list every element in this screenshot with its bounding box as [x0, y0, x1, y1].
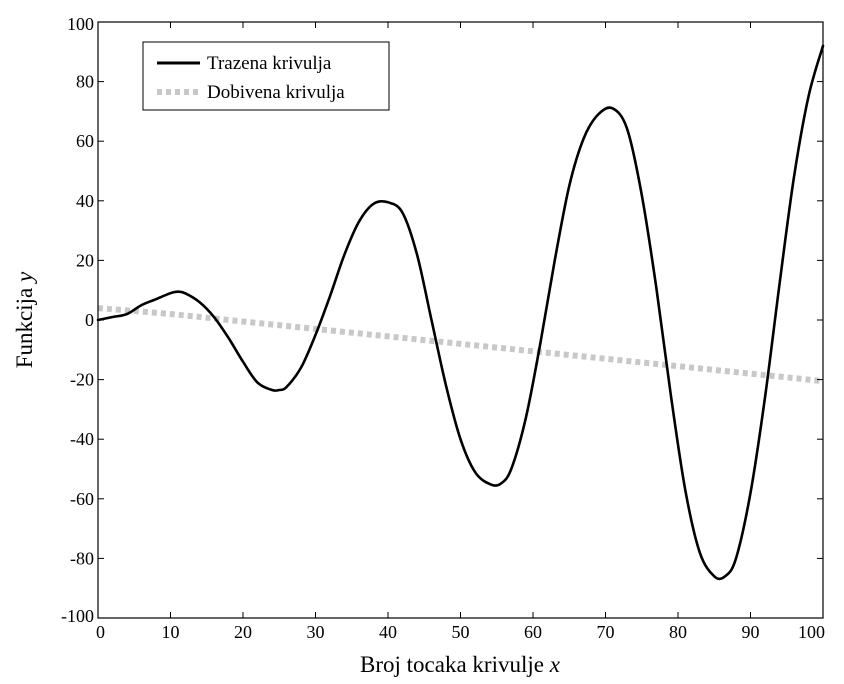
x-axis-label: Broj tocaka krivulje x	[360, 652, 561, 677]
y-tick-label: -80	[70, 548, 94, 568]
y-axis-label-variable: y	[12, 271, 37, 284]
x-tick-label: 70	[597, 622, 615, 642]
x-tick-label: 100	[798, 622, 825, 642]
legend: Trazena krivulja Dobivena krivulja	[143, 42, 389, 110]
y-tick-label: 100	[67, 14, 94, 34]
legend-label-series-2: Dobivena krivulja	[207, 82, 345, 103]
x-tick-label: 50	[452, 622, 470, 642]
series-line-2	[98, 308, 823, 381]
y-tick-label: 60	[76, 131, 94, 151]
x-tick-label: 0	[96, 622, 105, 642]
y-axis-label: Funkcija y	[12, 271, 37, 368]
x-tick-label: 20	[234, 622, 252, 642]
x-tick-label: 10	[162, 622, 180, 642]
y-tick-label: 80	[76, 72, 94, 92]
y-tick-label: -40	[70, 429, 94, 449]
series-line-1	[98, 46, 823, 579]
y-axis-label-main: Funkcija	[12, 282, 37, 368]
x-tick-label: 40	[379, 622, 397, 642]
x-tick-label: 30	[307, 622, 325, 642]
legend-label-series-1: Trazena krivulja	[207, 53, 332, 74]
y-tick-label: -100	[61, 606, 94, 626]
x-axis-label-variable: x	[549, 652, 561, 677]
x-axis-label-main: Broj tocaka krivulje	[360, 652, 550, 677]
y-tick-label: 20	[76, 250, 94, 270]
x-tick-label: 60	[524, 622, 542, 642]
y-tick-label: -20	[70, 370, 94, 390]
x-tick-label: 90	[742, 622, 760, 642]
y-tick-label: 0	[85, 310, 94, 330]
x-tick-label: 80	[669, 622, 687, 642]
y-tick-label: -60	[70, 489, 94, 509]
y-tick-label: 40	[76, 191, 94, 211]
